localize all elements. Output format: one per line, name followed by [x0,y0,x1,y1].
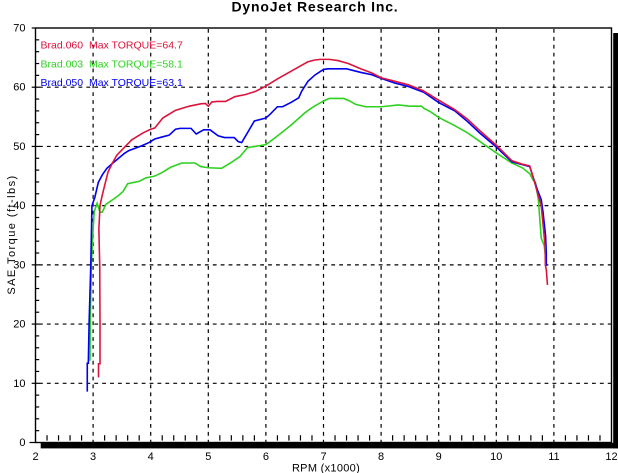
svg-text:10: 10 [490,451,502,463]
svg-text:DynoJet Research Inc.: DynoJet Research Inc. [232,0,399,15]
svg-text:5: 5 [205,451,211,463]
svg-text:7: 7 [320,451,326,463]
svg-text:4: 4 [148,451,154,463]
svg-text:8: 8 [378,451,384,463]
svg-text:Brad.060 Max TORQUE=64.7: Brad.060 Max TORQUE=64.7 [41,40,183,52]
svg-text:60: 60 [13,82,25,94]
svg-text:Brad.050 Max TORQUE=63.1: Brad.050 Max TORQUE=63.1 [41,77,183,89]
svg-text:11: 11 [548,451,559,463]
svg-text:12: 12 [605,451,617,463]
svg-text:0: 0 [19,437,25,449]
svg-text:2: 2 [32,451,38,463]
svg-text:9: 9 [436,451,442,463]
svg-text:RPM (x1000): RPM (x1000) [292,463,360,473]
svg-text:6: 6 [263,451,269,463]
svg-text:50: 50 [13,141,25,153]
svg-text:40: 40 [13,200,25,212]
svg-text:3: 3 [90,451,96,463]
svg-text:70: 70 [13,23,25,35]
svg-text:Brad.003 Max TORQUE=58.1: Brad.003 Max TORQUE=58.1 [41,59,183,71]
svg-text:10: 10 [13,378,25,390]
svg-text:20: 20 [13,319,25,331]
svg-text:SAE Torque (ft-lbs): SAE Torque (ft-lbs) [6,174,18,294]
svg-text:30: 30 [13,259,25,271]
